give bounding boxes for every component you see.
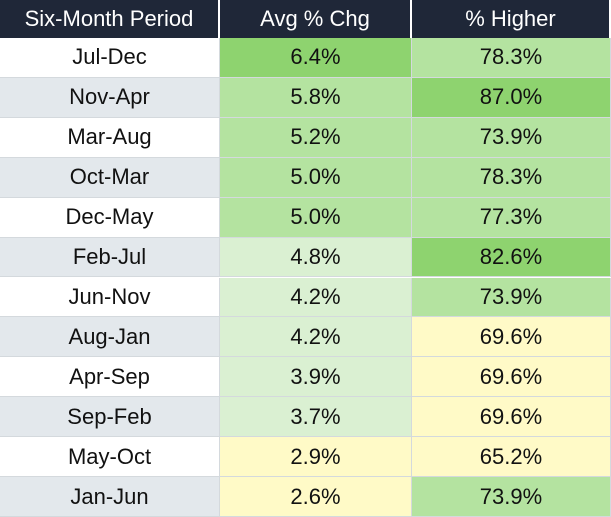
value-cell: 78.3% xyxy=(412,38,611,78)
period-cell: Oct-Mar xyxy=(0,157,220,198)
value-cell: 4.8% xyxy=(220,237,412,278)
value-cell: 6.4% xyxy=(220,38,412,78)
value-cell: 5.0% xyxy=(220,197,412,238)
value-cell: 69.6% xyxy=(412,397,611,438)
period-cell: Sep-Feb xyxy=(0,397,220,438)
value-cell: 2.6% xyxy=(220,477,412,517)
value-cell: 77.3% xyxy=(412,197,611,238)
value-cell: 3.7% xyxy=(220,397,412,438)
period-cell: Apr-Sep xyxy=(0,357,220,398)
period-cell: Mar-Aug xyxy=(0,117,220,158)
period-cell: Nov-Apr xyxy=(0,77,220,118)
header-cell: Avg % Chg xyxy=(220,0,412,38)
value-cell: 4.2% xyxy=(220,317,412,358)
value-cell: 2.9% xyxy=(220,437,412,478)
period-cell: Dec-May xyxy=(0,197,220,238)
value-cell: 4.2% xyxy=(220,277,412,318)
value-cell: 69.6% xyxy=(412,317,611,358)
period-cell: Aug-Jan xyxy=(0,317,220,358)
header-cell: Six-Month Period xyxy=(0,0,220,38)
period-cell: Jan-Jun xyxy=(0,477,220,517)
period-cell: Jun-Nov xyxy=(0,277,220,318)
period-cell: Jul-Dec xyxy=(0,38,220,78)
value-cell: 3.9% xyxy=(220,357,412,398)
value-cell: 73.9% xyxy=(412,477,611,517)
value-cell: 73.9% xyxy=(412,117,611,158)
period-cell: Feb-Jul xyxy=(0,237,220,278)
value-cell: 65.2% xyxy=(412,437,611,478)
value-cell: 5.0% xyxy=(220,157,412,198)
header-cell: % Higher xyxy=(412,0,611,38)
value-cell: 78.3% xyxy=(412,157,611,198)
value-cell: 87.0% xyxy=(412,77,611,118)
period-cell: May-Oct xyxy=(0,437,220,478)
value-cell: 69.6% xyxy=(412,357,611,398)
value-cell: 5.2% xyxy=(220,117,412,158)
value-cell: 82.6% xyxy=(412,237,611,278)
value-cell: 73.9% xyxy=(412,277,611,318)
value-cell: 5.8% xyxy=(220,77,412,118)
